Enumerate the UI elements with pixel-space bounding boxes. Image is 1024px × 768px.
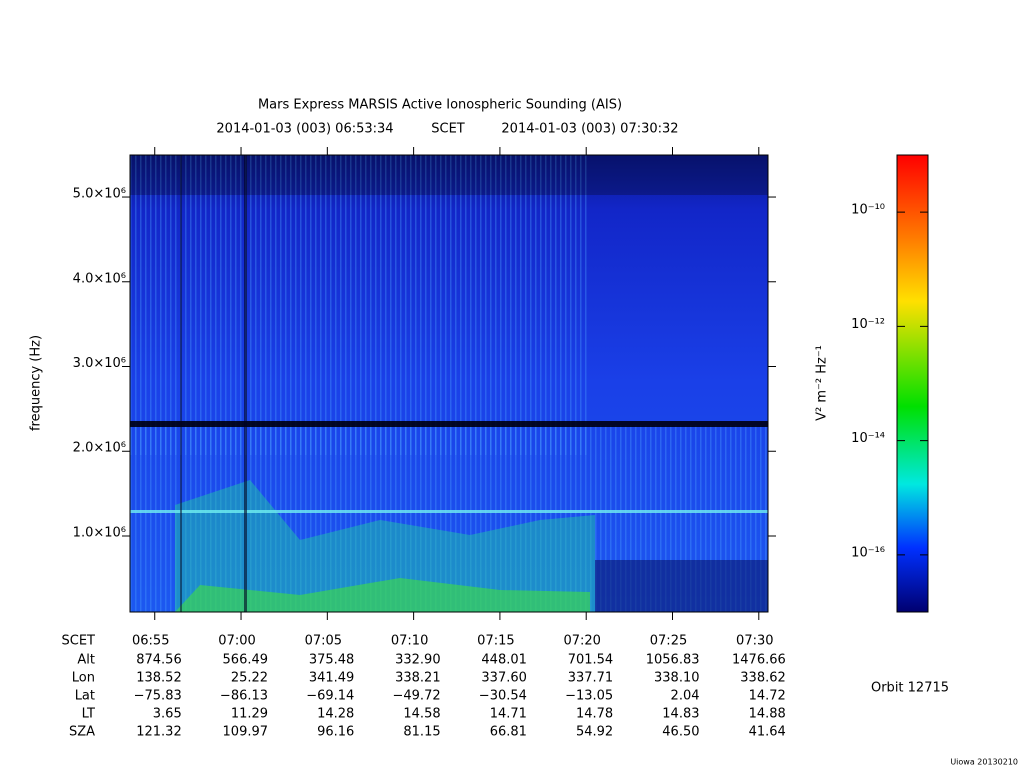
ephemeris-label: SZA (69, 725, 95, 740)
ephemeris-value: 566.49 (223, 653, 269, 668)
ephemeris-value: 138.52 (136, 671, 182, 686)
chart-title: Mars Express MARSIS Active Ionospheric S… (258, 98, 622, 113)
x-tick-label: 07:05 (305, 634, 342, 649)
ephemeris-value: 337.71 (568, 671, 614, 686)
ephemeris-value: 14.28 (317, 707, 354, 722)
ephemeris-value: 25.22 (231, 671, 268, 686)
y-tick-label: 4.0×10⁶ (73, 271, 126, 286)
x-tick-label: 06:55 (132, 634, 169, 649)
x-tick-label: 07:00 (218, 634, 255, 649)
ephemeris-value: −30.54 (479, 689, 527, 704)
ephemeris-value: 14.83 (662, 707, 699, 722)
ephemeris-value: −69.14 (306, 689, 354, 704)
x-tick-label: 07:15 (477, 634, 514, 649)
ephemeris-label: LT (82, 707, 95, 722)
x-tick-label: 07:30 (736, 634, 773, 649)
ephemeris-value: 121.32 (136, 725, 182, 740)
plot-frame (129, 154, 769, 613)
ephemeris-value: −75.83 (134, 689, 182, 704)
ephemeris-label: Lat (75, 689, 95, 704)
ephemeris-value: 46.50 (662, 725, 699, 740)
y-axis-label: frequency (Hz) (29, 335, 44, 431)
ephemeris-value: 14.72 (749, 689, 786, 704)
start-time: 2014-01-03 (003) 06:53:34 (216, 122, 393, 137)
y-tick-label: 3.0×10⁶ (73, 356, 126, 371)
ephemeris-value: 332.90 (395, 653, 441, 668)
ephemeris-value: 96.16 (317, 725, 354, 740)
spectrogram-image (130, 155, 768, 612)
ephemeris-value: 2.04 (671, 689, 700, 704)
ephemeris-value: 109.97 (223, 725, 269, 740)
ephemeris-value: 337.60 (481, 671, 527, 686)
ephemeris-label: Lon (72, 671, 95, 686)
ephemeris-value: 3.65 (153, 707, 182, 722)
ephemeris-value: 14.58 (403, 707, 440, 722)
colorbar-tick-label: 10⁻¹⁴ (851, 431, 885, 446)
ephemeris-value: 338.10 (654, 671, 700, 686)
ephemeris-value: 11.29 (231, 707, 268, 722)
ephemeris-value: 14.78 (576, 707, 613, 722)
colorbar-label: V² m⁻² Hz⁻¹ (815, 345, 830, 421)
ephemeris-value: 14.88 (749, 707, 786, 722)
ephemeris-value: 338.21 (395, 671, 441, 686)
x-tick-label: 07:10 (391, 634, 428, 649)
time-system: SCET (431, 122, 465, 137)
ephemeris-value: 375.48 (309, 653, 355, 668)
ephemeris-value: 41.64 (749, 725, 786, 740)
credit: Uiowa 20130210 (950, 758, 1018, 767)
ephemeris-value: −13.05 (565, 689, 613, 704)
ephemeris-value: 14.71 (490, 707, 527, 722)
colorbar-tick-label: 10⁻¹⁶ (851, 545, 885, 560)
ephemeris-value: 66.81 (490, 725, 527, 740)
ephemeris-value: −86.13 (220, 689, 268, 704)
ephemeris-value: 54.92 (576, 725, 613, 740)
ephemeris-value: 874.56 (136, 653, 182, 668)
ephemeris-value: 448.01 (481, 653, 527, 668)
y-tick-label: 5.0×10⁶ (73, 187, 126, 202)
ephemeris-value: 81.15 (403, 725, 440, 740)
ephemeris-value: 1476.66 (732, 653, 786, 668)
y-tick-label: 2.0×10⁶ (73, 441, 126, 456)
ephemeris-value: 1056.83 (646, 653, 700, 668)
end-time: 2014-01-03 (003) 07:30:32 (501, 122, 678, 137)
ephemeris-value: 338.62 (740, 671, 786, 686)
x-row-label: SCET (62, 634, 96, 649)
ephemeris-value: 701.54 (568, 653, 614, 668)
y-tick-label: 1.0×10⁶ (73, 525, 126, 540)
ephemeris-value: −49.72 (393, 689, 441, 704)
colorbar (896, 154, 929, 613)
ephemeris-label: Alt (77, 653, 95, 668)
x-tick-label: 07:25 (650, 634, 687, 649)
x-tick-label: 07:20 (563, 634, 600, 649)
colorbar-tick-label: 10⁻¹² (851, 317, 885, 332)
ephemeris-value: 341.49 (309, 671, 355, 686)
colorbar-tick-label: 10⁻¹⁰ (851, 203, 885, 218)
orbit-label: Orbit 12715 (871, 681, 949, 696)
